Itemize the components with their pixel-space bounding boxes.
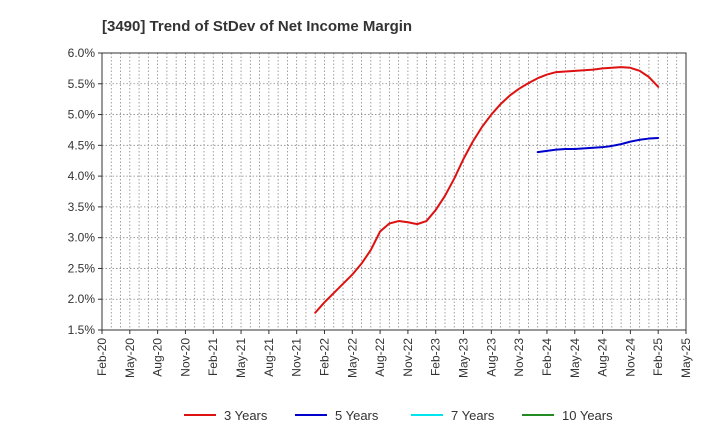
legend-label: 7 Years <box>451 408 495 423</box>
y-axis: 1.5% 2.0% 2.5% 3.0% 3.5% 4.0% 4.5% 5.0% 5.5% 6.0% <box>68 46 102 337</box>
chart-title: [3490] Trend of StDev of Net Income Marg… <box>102 18 412 35</box>
x-tick-label: May-23 <box>457 338 471 378</box>
x-tick-label: May-25 <box>679 338 693 378</box>
legend: 3 Years 5 Years 7 Years 10 Years <box>184 408 613 423</box>
y-tick-label: 1.5% <box>68 323 96 337</box>
x-tick-label: Aug-22 <box>373 338 387 377</box>
legend-label: 10 Years <box>562 408 613 423</box>
x-tick-label: Nov-21 <box>290 338 304 377</box>
x-tick-label: Aug-24 <box>596 338 610 377</box>
legend-label: 3 Years <box>224 408 268 423</box>
x-tick-label: Nov-24 <box>623 338 637 377</box>
x-tick-label: Nov-23 <box>512 338 526 377</box>
x-tick-label: Feb-20 <box>95 338 109 376</box>
series-line-3-years <box>314 66 660 314</box>
x-tick-label: Nov-22 <box>401 338 415 377</box>
x-tick-label: Aug-20 <box>151 338 165 377</box>
x-tick-label: Nov-20 <box>178 338 192 377</box>
y-tick-label: 2.0% <box>68 292 96 306</box>
y-tick-label: 4.0% <box>68 169 96 183</box>
y-tick-label: 2.5% <box>68 261 96 275</box>
grid <box>102 53 686 330</box>
legend-label: 5 Years <box>335 408 379 423</box>
x-tick-label: Aug-21 <box>262 338 276 377</box>
x-tick-label: May-21 <box>234 338 248 378</box>
x-tick-label: Feb-24 <box>540 338 554 376</box>
series-line-5-years <box>536 136 660 154</box>
x-tick-label: Feb-23 <box>429 338 443 376</box>
x-tick-label: Feb-21 <box>206 338 220 376</box>
y-tick-label: 3.5% <box>68 200 96 214</box>
x-tick-label: May-24 <box>568 338 582 378</box>
y-tick-label: 5.0% <box>68 108 96 122</box>
x-tick-label: Aug-23 <box>484 338 498 377</box>
x-tick-label: May-22 <box>345 338 359 378</box>
y-tick-label: 5.5% <box>68 77 96 91</box>
x-tick-label: May-20 <box>123 338 137 378</box>
x-axis: Feb-20 May-20 Aug-20 Nov-20 Feb-21 May-21 Aug-… <box>95 330 693 378</box>
x-tick-label: Feb-25 <box>651 338 665 376</box>
plot-frame <box>101 52 687 331</box>
x-tick-label: Feb-22 <box>317 338 331 376</box>
series-layer <box>314 66 660 314</box>
y-tick-label: 6.0% <box>68 46 96 60</box>
y-tick-label: 4.5% <box>68 138 96 152</box>
y-tick-label: 3.0% <box>68 231 96 245</box>
